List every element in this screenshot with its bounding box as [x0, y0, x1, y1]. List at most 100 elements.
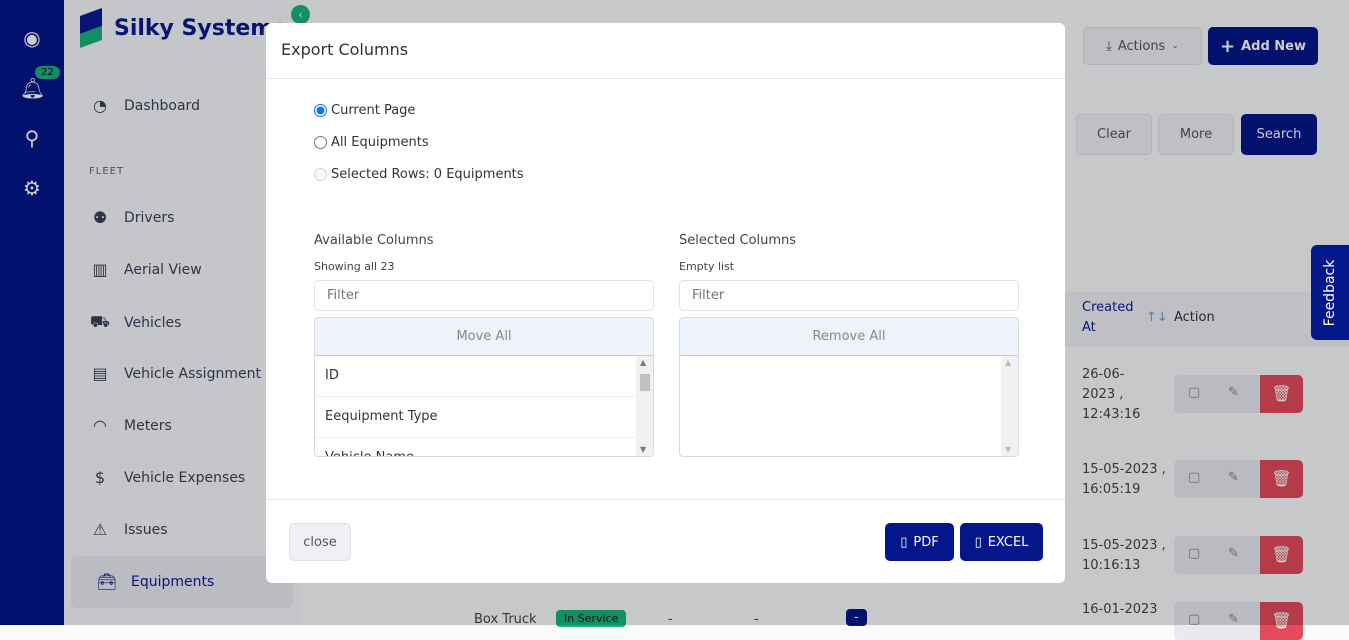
- list-item[interactable]: ID: [315, 356, 636, 397]
- move-all-button[interactable]: Move All: [315, 318, 653, 356]
- pdf-button[interactable]: ▯ PDF: [885, 523, 954, 561]
- view-icon[interactable]: ▢: [1188, 470, 1201, 485]
- meter-icon: ◠: [93, 416, 107, 435]
- available-columns: Available Columns Showing all 23 Move Al…: [314, 233, 654, 457]
- selected-columns: Selected Columns Empty list Remove All ▲…: [679, 233, 1019, 457]
- type-cell: Box Truck: [474, 612, 537, 627]
- brand-name: Silky Systems: [114, 15, 287, 41]
- section-label: FLEET: [89, 166, 125, 177]
- icon-rail: ◉ 🔔︎ 22 ⚲ ⚙: [0, 0, 64, 625]
- excel-button[interactable]: ▯ EXCEL: [960, 523, 1043, 561]
- sidebar-item-drivers[interactable]: ⚉ Drivers: [88, 208, 175, 227]
- label: Meters: [124, 417, 172, 434]
- remove-all-button[interactable]: Remove All: [680, 318, 1018, 356]
- scrollbar[interactable]: ▲ ▼: [1001, 356, 1018, 456]
- trash-icon[interactable]: 🗑︎: [1260, 536, 1303, 574]
- column-created-at[interactable]: Created At: [1082, 300, 1134, 335]
- cell: -: [754, 612, 759, 627]
- sidebar-item-equipments[interactable]: 🧰︎ Equipments: [95, 572, 214, 591]
- sidebar-item-vehicle-expenses[interactable]: $ Vehicle Expenses: [88, 468, 245, 487]
- close-button[interactable]: close: [289, 523, 351, 561]
- selected-title: Selected Columns: [679, 233, 797, 248]
- list-item[interactable]: Vehicle Name: [315, 438, 636, 456]
- created-cell: 15-05-2023 , 16:05:19: [1082, 462, 1166, 497]
- download-icon: ⤓: [1106, 38, 1112, 54]
- plus-icon: +: [1220, 35, 1236, 57]
- scrollbar[interactable]: ▲ ▼: [636, 356, 653, 456]
- selected-info: Empty list: [679, 260, 735, 273]
- selected-filter-input[interactable]: [679, 280, 1019, 311]
- notification-badge: 22: [35, 66, 60, 79]
- sidebar-item-aerial-view[interactable]: ▥ Aerial View: [88, 260, 201, 279]
- view-icon[interactable]: ▢: [1188, 385, 1201, 400]
- label: All Equipments: [331, 135, 429, 150]
- column-action: Action: [1174, 310, 1215, 325]
- row-actions: ▢ ✎ 🗑︎: [1174, 375, 1303, 413]
- view-icon[interactable]: ▢: [1188, 546, 1201, 561]
- list-item[interactable]: Eequipment Type: [315, 397, 636, 438]
- more-button[interactable]: More: [1158, 114, 1234, 155]
- gear-icon[interactable]: ⚙: [23, 176, 41, 200]
- modal-footer-divider: [266, 499, 1065, 500]
- label: Vehicle Expenses: [124, 469, 246, 486]
- search-button[interactable]: Search: [1241, 114, 1317, 155]
- sidebar-item-dashboard[interactable]: ◔ Dashboard: [88, 96, 200, 115]
- modal-title: Export Columns: [266, 23, 1065, 79]
- radio-selected-rows: Selected Rows: 0 Equipments: [314, 167, 524, 182]
- bell-icon[interactable]: 🔔︎: [20, 76, 46, 100]
- status-badge: In Service: [556, 610, 627, 627]
- radio-all-equipments[interactable]: All Equipments: [314, 135, 429, 150]
- trash-icon[interactable]: 🗑︎: [1260, 460, 1303, 498]
- feedback-label: Feedback: [1322, 259, 1338, 326]
- label: Equipments: [131, 573, 215, 590]
- label: Drivers: [124, 209, 175, 226]
- truck-icon: ⛟: [89, 312, 111, 331]
- car-alert-icon: ⚠: [92, 520, 108, 539]
- sidebar-item-issues[interactable]: ⚠ Issues: [88, 520, 168, 539]
- clear-button[interactable]: Clear: [1076, 114, 1152, 155]
- trash-icon[interactable]: 🗑︎: [1260, 375, 1303, 413]
- sidebar-item-meters[interactable]: ◠ Meters: [88, 416, 172, 435]
- actions-dropdown[interactable]: ⤓ Actions ⌄: [1083, 27, 1202, 65]
- excel-label: EXCEL: [987, 534, 1029, 550]
- edit-icon[interactable]: ✎: [1228, 612, 1239, 627]
- edit-icon[interactable]: ✎: [1228, 470, 1239, 485]
- pdf-label: PDF: [913, 534, 939, 550]
- search-icon[interactable]: ⚲: [24, 126, 40, 150]
- gauge-icon: ◔: [93, 96, 107, 115]
- available-list: Move All ID Eequipment Type Vehicle Name…: [314, 317, 654, 457]
- radio-current-page[interactable]: Current Page: [314, 103, 415, 118]
- users-icon: ⚉: [92, 208, 108, 227]
- row-actions: ▢ ✎ 🗑︎: [1174, 460, 1303, 498]
- label: Vehicle Assignment: [124, 365, 261, 382]
- file-icon: ▯: [974, 534, 982, 550]
- created-cell: 26-06-2023 , 12:43:16: [1082, 367, 1141, 422]
- collapse-sidebar-button[interactable]: ‹: [291, 5, 310, 24]
- label: Selected Rows: 0 Equipments: [331, 167, 524, 182]
- dollar-icon: $: [94, 468, 106, 487]
- sidebar-item-vehicles[interactable]: ⛟ Vehicles: [88, 312, 181, 333]
- add-new-button[interactable]: + Add New: [1208, 27, 1318, 65]
- actions-label: Actions: [1117, 38, 1166, 54]
- map-icon: ▥: [92, 260, 108, 279]
- created-cell: 16-01-2023: [1082, 602, 1158, 617]
- sidebar-item-vehicle-assignment[interactable]: ▤ Vehicle Assignment: [88, 364, 261, 383]
- sort-icon[interactable]: ↑↓: [1146, 310, 1168, 325]
- label: Current Page: [331, 103, 416, 118]
- sidebar: [64, 0, 300, 625]
- label: Vehicles: [124, 314, 182, 331]
- chevron-down-icon: ⌄: [1171, 41, 1179, 51]
- brand: Silky Systems: [80, 12, 286, 44]
- edit-icon[interactable]: ✎: [1228, 385, 1239, 400]
- toolbox-icon: 🧰︎: [96, 572, 118, 591]
- view-icon[interactable]: ▢: [1188, 612, 1201, 627]
- row-actions: ▢ ✎ 🗑︎: [1174, 536, 1303, 574]
- user-circle-icon[interactable]: ◉: [23, 26, 41, 50]
- edit-icon[interactable]: ✎: [1228, 546, 1239, 561]
- file-icon: ▯: [900, 534, 908, 550]
- selected-list: Remove All ▲ ▼: [679, 317, 1019, 457]
- cell: -: [668, 612, 673, 627]
- available-filter-input[interactable]: [314, 280, 654, 311]
- feedback-tab[interactable]: Feedback: [1311, 245, 1349, 340]
- label: Dashboard: [124, 97, 200, 114]
